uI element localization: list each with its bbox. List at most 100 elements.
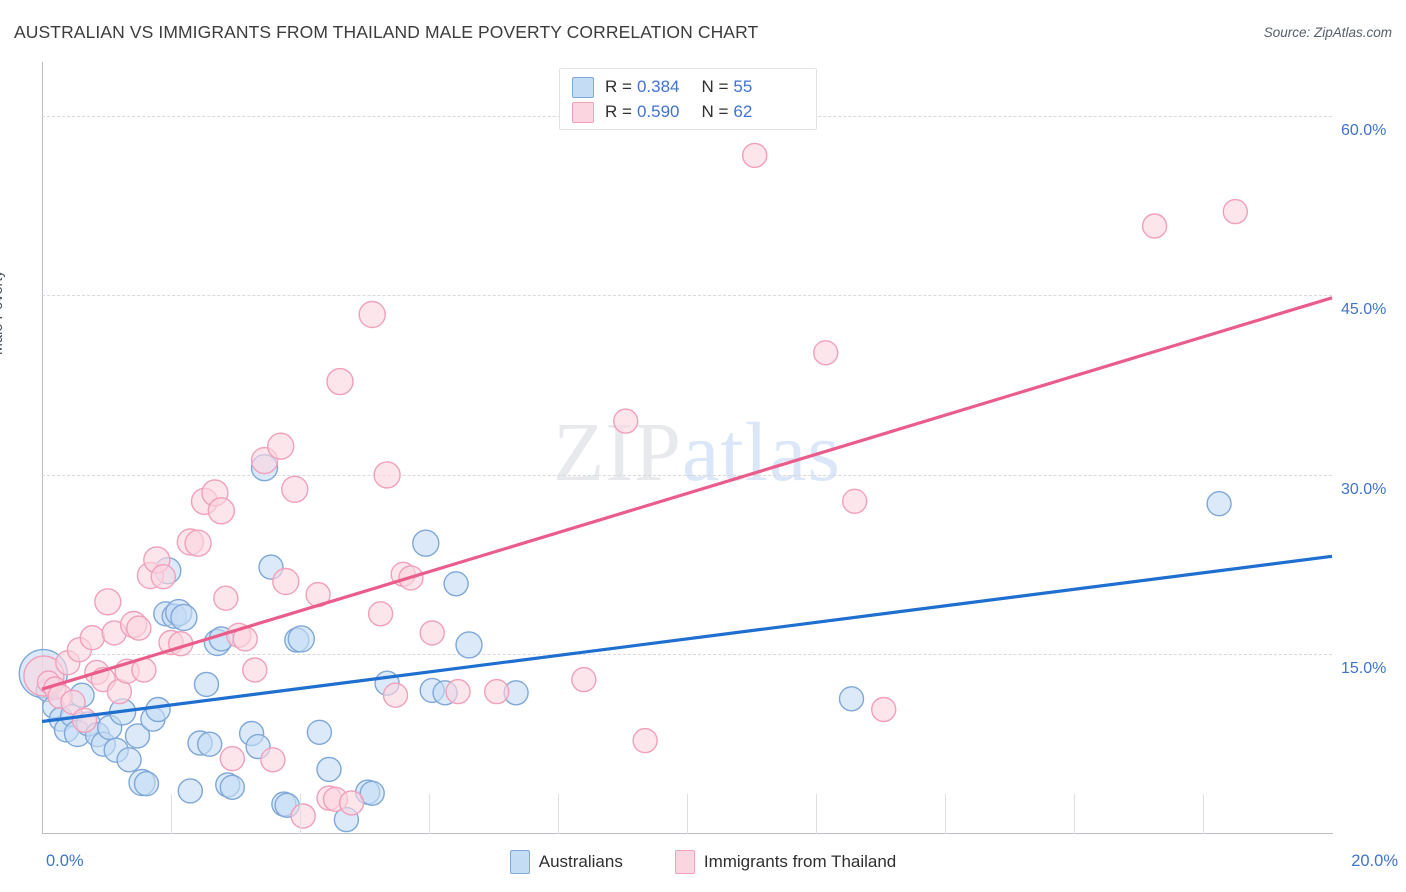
data-point — [373, 461, 401, 489]
legend-swatch-australians-icon — [572, 76, 594, 98]
n-value-thailand: 62 — [733, 102, 753, 121]
data-point — [184, 529, 212, 557]
legend-item-thailand[interactable]: Immigrants from Thailand — [674, 850, 897, 874]
series-immigrants-from-thailand — [23, 142, 1249, 829]
page-title: AUSTRALIAN VS IMMIGRANTS FROM THAILAND M… — [14, 22, 759, 42]
x-tick — [1074, 794, 1075, 834]
gridline-30.0% — [42, 474, 1332, 476]
data-point — [871, 696, 897, 723]
legend-item-australians[interactable]: Australians — [509, 850, 623, 874]
correlation-legend: R = 0.384 N = 55 R = 0.590 N = 62 — [559, 68, 817, 130]
data-point — [219, 745, 246, 772]
y-axis-label-60.0%: 60.0% — [1341, 121, 1387, 139]
x-tick — [429, 794, 430, 834]
data-point — [419, 620, 445, 646]
x-axis-max-label: 20.0% — [1351, 852, 1398, 870]
correlation-legend-row-australians: R = 0.384 N = 55 — [572, 74, 752, 100]
data-point — [838, 686, 865, 712]
r-value-australians: 0.384 — [636, 77, 680, 96]
data-point — [133, 771, 160, 797]
data-point — [842, 488, 868, 514]
scatter-canvas — [18, 142, 1333, 833]
n-label-australians: N = — [701, 77, 729, 96]
data-point — [193, 671, 220, 698]
data-point — [632, 727, 658, 754]
data-point — [170, 603, 198, 632]
x-tick — [558, 794, 559, 834]
trendline-australians — [41, 554, 1333, 724]
n-label-thailand: N = — [701, 102, 729, 121]
data-point — [266, 432, 295, 460]
data-point — [359, 780, 385, 806]
data-point — [207, 497, 236, 525]
data-point — [742, 142, 768, 169]
data-point — [412, 529, 440, 557]
data-point — [306, 719, 333, 745]
x-tick — [1203, 794, 1204, 834]
data-point — [367, 601, 394, 627]
data-point — [219, 774, 246, 800]
x-tick — [816, 794, 817, 834]
data-point — [484, 678, 510, 705]
data-point — [213, 585, 239, 611]
data-point — [281, 475, 309, 503]
data-point — [272, 567, 300, 596]
gridline-15.0% — [42, 654, 1332, 656]
data-point — [126, 615, 152, 641]
legend-label-thailand: Immigrants from Thailand — [703, 852, 897, 871]
r-label-australians: R = — [605, 77, 632, 96]
data-point — [196, 731, 223, 757]
y-axis-label-45.0%: 45.0% — [1341, 301, 1387, 319]
y-axis-title: Male Poverty — [0, 270, 6, 355]
data-point — [287, 625, 315, 653]
data-point — [242, 657, 268, 683]
data-point — [60, 689, 86, 715]
data-point — [79, 625, 105, 651]
data-point — [145, 696, 171, 723]
legend-label-australians: Australians — [538, 852, 623, 871]
data-point — [316, 756, 342, 783]
data-point — [71, 707, 98, 733]
legend-swatch-thailand-icon — [572, 101, 594, 123]
data-point — [326, 367, 354, 396]
data-point — [116, 747, 142, 773]
n-value-australians: 55 — [733, 77, 753, 96]
data-point — [177, 778, 204, 804]
data-point — [1222, 198, 1249, 225]
data-point — [613, 408, 639, 434]
data-point — [455, 631, 483, 659]
x-tick — [300, 794, 301, 834]
data-point — [445, 678, 471, 705]
data-point — [1206, 491, 1232, 517]
data-point — [260, 747, 286, 773]
data-point — [813, 340, 839, 366]
x-tick — [171, 794, 172, 834]
legend-marker-thailand-icon — [674, 850, 695, 874]
r-value-thailand: 0.590 — [636, 102, 680, 121]
series-legend: Australians Immigrants from Thailand — [0, 850, 1406, 874]
data-point — [1141, 213, 1168, 239]
data-point — [290, 803, 316, 829]
y-axis-label-30.0%: 30.0% — [1341, 480, 1387, 498]
correlation-legend-row-thailand: R = 0.590 N = 62 — [572, 99, 752, 125]
data-point — [338, 790, 365, 816]
r-label-thailand: R = — [605, 102, 632, 121]
data-point — [94, 588, 122, 616]
data-point — [443, 571, 469, 597]
data-point — [150, 564, 177, 590]
x-tick — [687, 794, 688, 834]
y-axis-label-15.0%: 15.0% — [1341, 660, 1387, 678]
data-point — [571, 666, 597, 693]
x-tick — [945, 794, 946, 834]
source-attribution: Source: ZipAtlas.com — [1263, 25, 1392, 40]
data-point — [124, 723, 151, 749]
gridline-45.0% — [42, 295, 1332, 297]
y-axis-line — [42, 62, 43, 834]
data-point — [382, 682, 409, 708]
data-point — [358, 300, 386, 329]
x-axis-min-label: 0.0% — [46, 852, 84, 870]
trendline-immigrants-from-thailand — [41, 296, 1333, 691]
legend-marker-australians-icon — [509, 850, 530, 874]
plot-area — [18, 62, 1333, 834]
